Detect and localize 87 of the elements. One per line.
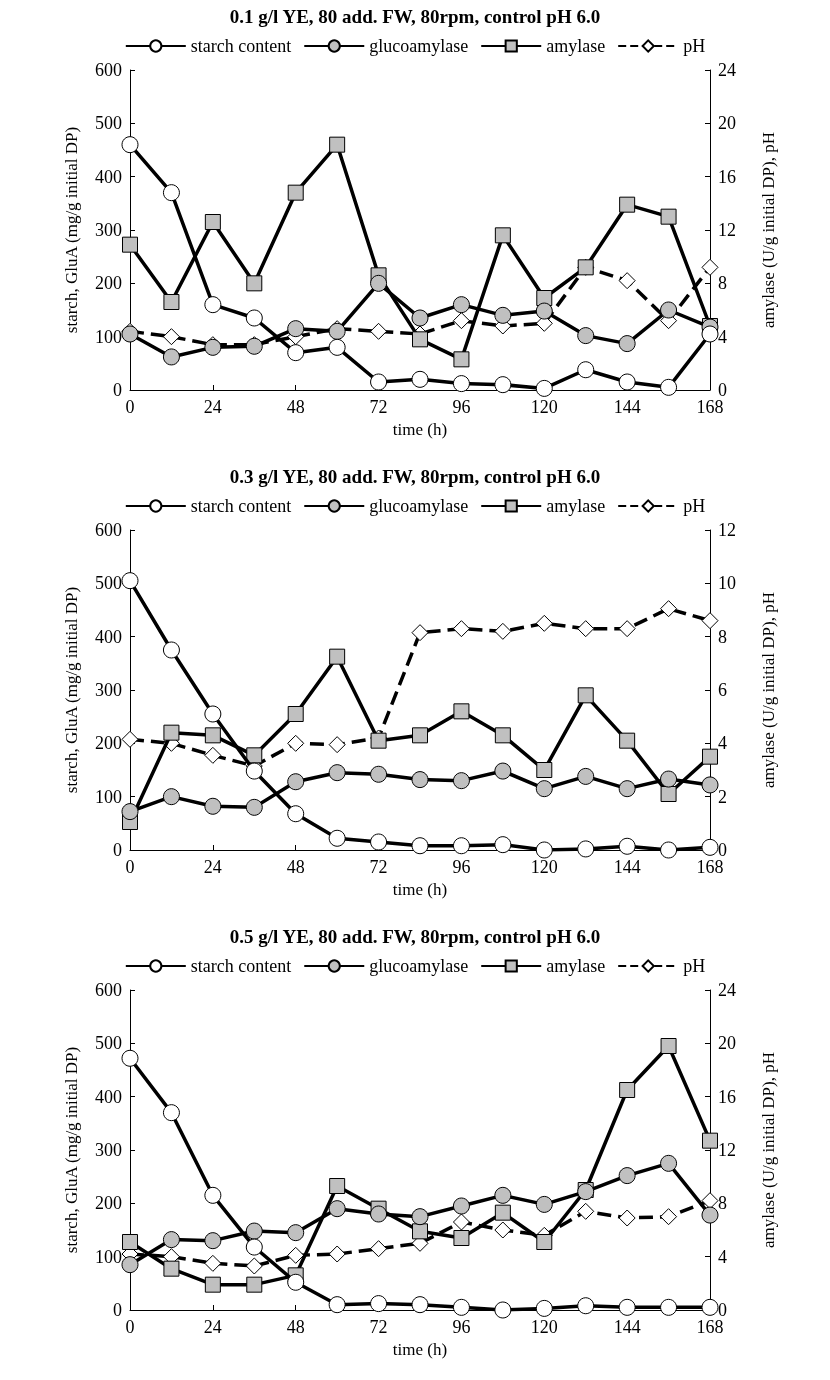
x-axis-title: time (h) [392,419,448,439]
y-tick-label: 500 [95,113,122,134]
x-tick-label: 144 [613,1317,641,1337]
y-tick-label: 200 [95,733,122,754]
x-tick-label: 96 [452,1317,471,1337]
y-axis-title: starch, GluA (mg/g initial DP) [62,126,81,334]
y2-axis-title: amylase (U/g initial DP), pH [759,592,778,788]
legend-label: amylase [546,956,606,976]
chart-title: 0.1 g/l YE, 80 add. FW, 80rpm, control pH 6.0 [229,6,601,27]
y2-tick-label: 2 [718,786,727,807]
x-tick-label: 96 [452,397,471,417]
y2-tick-label: 24 [718,980,736,1000]
y2-tick-label: 16 [718,1086,736,1107]
y-tick-label: 600 [95,980,122,1000]
y2-tick-label: 4 [718,326,727,347]
y-tick-label: 500 [95,573,122,594]
y2-tick-label: 20 [718,1033,736,1054]
x-tick-label: 48 [286,397,305,417]
y2-tick-label: 8 [718,1193,727,1214]
y-tick-label: 400 [95,166,122,187]
legend-label: glucoamylase [369,496,469,516]
y-tick-label: 300 [95,1140,122,1160]
y2-tick-label: 0 [718,1300,727,1320]
x-axis-title: time (h) [392,1339,448,1359]
x-tick-label: 168 [696,397,724,417]
y2-tick-label: 12 [718,220,736,240]
x-tick-label: 120 [530,1317,558,1337]
x-tick-label: 168 [696,1317,724,1337]
chart-title: 0.3 g/l YE, 80 add. FW, 80rpm, control pH 6.0 [229,466,601,487]
y-tick-label: 600 [95,520,122,540]
y-tick-label: 0 [113,1300,122,1320]
x-tick-label: 24 [203,857,222,877]
legend-label: amylase [546,36,606,56]
y-tick-label: 200 [95,273,122,294]
x-tick-label: 72 [369,1317,388,1337]
legend-label: starch content [190,956,292,976]
y2-tick-label: 24 [718,60,736,80]
legend-label: starch content [190,496,292,516]
y-tick-label: 600 [95,60,122,80]
y-axis-title: starch, GluA (mg/g initial DP) [62,1046,81,1254]
x-tick-label: 24 [203,1317,222,1337]
x-tick-label: 96 [452,857,471,877]
x-tick-label: 120 [530,857,558,877]
y2-tick-label: 8 [718,273,727,294]
chart-title: 0.5 g/l YE, 80 add. FW, 80rpm, control pH 6.0 [229,926,601,947]
y2-tick-label: 8 [718,626,727,647]
y2-tick-label: 0 [718,380,727,400]
y2-tick-label: 20 [718,113,736,134]
y-axis-title: starch, GluA (mg/g initial DP) [62,586,81,794]
y-tick-label: 300 [95,220,122,240]
y2-axis-title: amylase (U/g initial DP), pH [759,1052,778,1248]
y-tick-label: 100 [95,1246,122,1267]
y-tick-label: 0 [113,840,122,860]
y2-tick-label: 16 [718,166,736,187]
x-tick-label: 168 [696,857,724,877]
legend-label: amylase [546,496,606,516]
y2-tick-label: 12 [718,520,736,540]
y-tick-label: 200 [95,1193,122,1214]
x-tick-label: 144 [613,397,641,417]
legend-label: starch content [190,36,292,56]
y-tick-label: 400 [95,626,122,647]
legend-label: glucoamylase [369,36,469,56]
legend-label: pH [683,36,706,56]
y-tick-label: 0 [113,380,122,400]
x-tick-label: 48 [286,857,305,877]
x-tick-label: 144 [613,857,641,877]
y2-tick-label: 4 [718,733,727,754]
x-tick-label: 72 [369,857,388,877]
x-tick-label: 24 [203,397,222,417]
y2-tick-label: 12 [718,1140,736,1160]
y-tick-label: 300 [95,680,122,700]
legend-label: glucoamylase [369,956,469,976]
x-tick-label: 48 [286,1317,305,1337]
y-tick-label: 400 [95,1086,122,1107]
y-tick-label: 100 [95,786,122,807]
y2-tick-label: 6 [718,680,727,700]
y2-tick-label: 10 [718,573,736,594]
y-tick-label: 500 [95,1033,122,1054]
x-tick-label: 120 [530,397,558,417]
x-tick-label: 72 [369,397,388,417]
y2-axis-title: amylase (U/g initial DP), pH [759,132,778,328]
legend-label: pH [683,956,706,976]
legend-label: pH [683,496,706,516]
y-tick-label: 100 [95,326,122,347]
x-axis-title: time (h) [392,879,448,899]
y2-tick-label: 4 [718,1246,727,1267]
y2-tick-label: 0 [718,840,727,860]
